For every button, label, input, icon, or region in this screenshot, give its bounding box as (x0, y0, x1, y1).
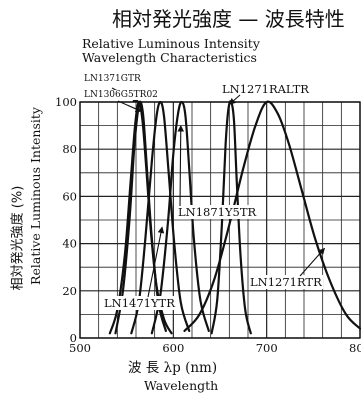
annotation-arrow (147, 226, 165, 298)
chart-title-en-line2: Wavelength Characteristics (82, 50, 257, 65)
annotation-bg (177, 205, 258, 219)
plot-frame (79, 101, 361, 339)
chart-title-en-line1: Relative Luminous Intensity (82, 36, 260, 51)
chart-title-ja: 相対発光強度 — 波長特性 (112, 7, 345, 31)
annotation-bg (103, 296, 177, 310)
y-tick-label: 0 (70, 331, 77, 345)
annotation-arrow (117, 100, 143, 113)
x-axis-label-ja: 波 長 λp (nm) (128, 360, 218, 376)
x-axis-label-en: Wavelength (144, 378, 219, 393)
annotation-bg (221, 82, 311, 96)
x-tick-label: 600 (162, 341, 184, 355)
annotation-arrow (177, 124, 185, 207)
series-line-ln1871y5tr (150, 100, 210, 335)
annotation-bg (83, 90, 159, 100)
annotation-bg (83, 74, 142, 84)
annotation-arrow (299, 247, 325, 277)
annotation-label: LN1306G5TR02 (84, 90, 158, 100)
x-tick-label: 800 (349, 341, 361, 355)
annotation-bg (249, 275, 324, 289)
series-lines (108, 100, 361, 335)
series-line-ln1271rtr (183, 100, 361, 333)
y-tick-label: 20 (62, 284, 77, 298)
annotation-label: LN1271RALTR (222, 82, 309, 96)
y-tick-label: 40 (62, 237, 77, 251)
tick-labels: 500 600 700 800 0 20 40 60 80 100 (55, 95, 361, 355)
x-tick-label: 700 (256, 341, 278, 355)
annotation-label: LN1371GTR (84, 74, 141, 84)
y-tick-label: 80 (62, 142, 77, 156)
annotation-label: LN1271RTR (250, 275, 322, 289)
y-tick-label: 100 (55, 95, 77, 109)
annotations: LN1371GTR LN1306G5TR02 LN1271RALTR LN1871Y5… (83, 74, 325, 310)
annotation-label: LN1471YTR (104, 296, 175, 310)
annotation-arrow (228, 94, 241, 105)
annotation-label: LN1871Y5TR (178, 205, 257, 219)
x-tick-label: 500 (69, 341, 91, 355)
series-line-ln1471ytr (130, 100, 191, 335)
y-tick-label: 60 (62, 189, 77, 203)
series-line-ln1306g5tr02 (114, 100, 167, 335)
